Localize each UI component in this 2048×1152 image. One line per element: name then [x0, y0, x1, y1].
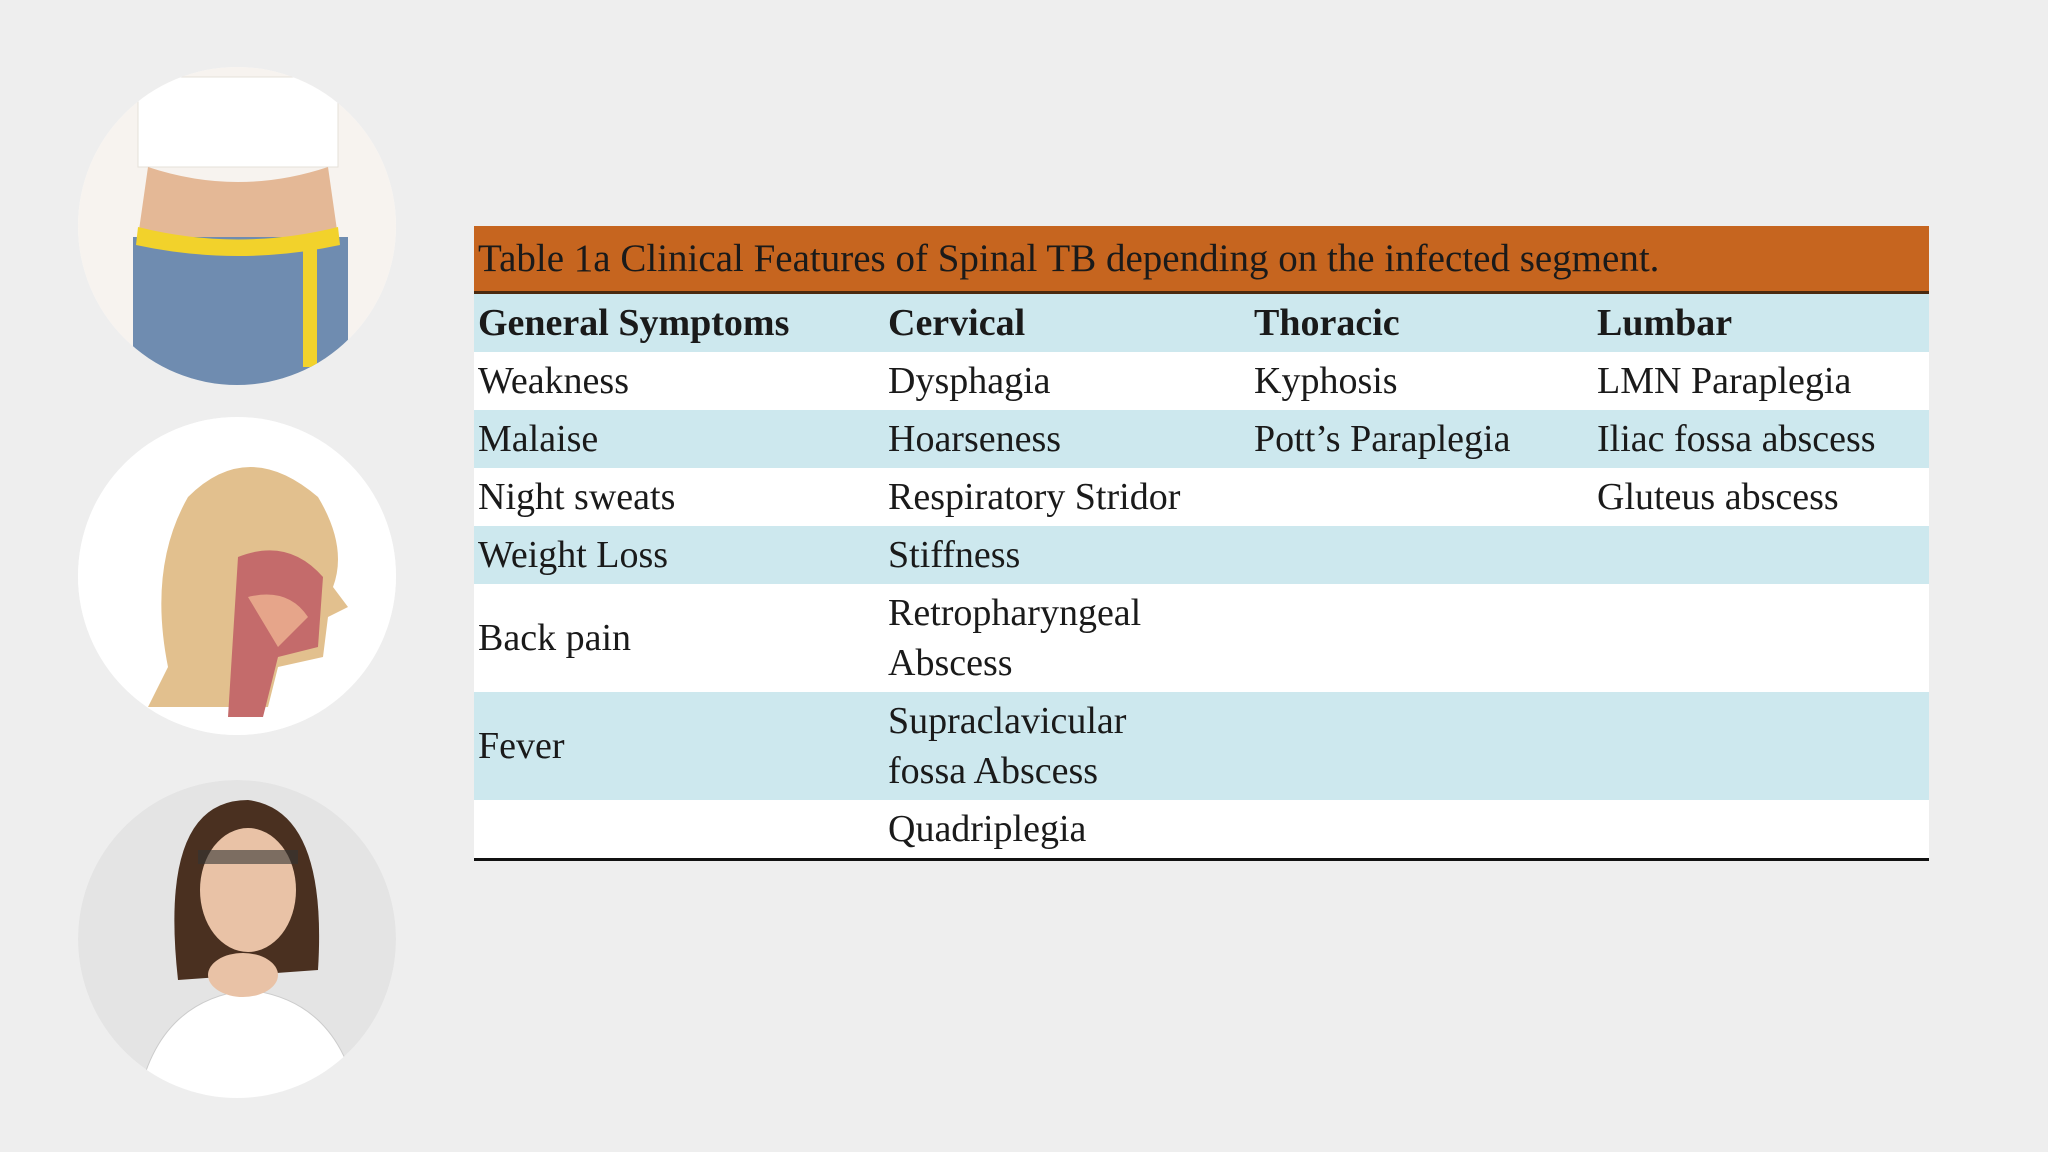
table-cell [1593, 800, 1929, 861]
table-cell: Dysphagia [888, 360, 1051, 402]
column-header: Thoracic [1254, 302, 1400, 344]
table-cell [1593, 526, 1929, 584]
table-cell: Kyphosis [1254, 360, 1398, 402]
table-title: Table 1a Clinical Features of Spinal TB … [474, 226, 1929, 294]
cell-line: Supraclavicular [888, 700, 1127, 742]
table-cell [1593, 692, 1929, 800]
table-row: Fever Supraclavicular fossa Abscess [474, 692, 1929, 800]
table-cell: Retropharyngeal Abscess [884, 584, 1250, 692]
cell-line: Abscess [888, 642, 1013, 684]
waist-illustration [78, 67, 396, 385]
table-cell: Fever [478, 725, 565, 767]
table-cell: LMN Paraplegia [1597, 360, 1852, 402]
throat-diagram [78, 417, 396, 735]
table-cell [1250, 692, 1593, 800]
table-cell: Respiratory Stridor [888, 476, 1181, 518]
table-row: Malaise Hoarseness Pott’s Paraplegia Iliac … [474, 410, 1929, 468]
table-cell: Weakness [478, 360, 629, 402]
table-cell: Pott’s Paraplegia [1254, 418, 1511, 460]
table-cell: Hoarseness [888, 418, 1062, 460]
cell-line: fossa Abscess [888, 750, 1099, 792]
waist-photo [78, 67, 396, 385]
table-row: Back pain Retropharyngeal Abscess [474, 584, 1929, 692]
table-cell: Quadriplegia [884, 800, 1250, 861]
table-row: Weight Loss Stiffness [474, 526, 1929, 584]
table-row: Quadriplegia [474, 800, 1929, 861]
table-cell: Malaise [478, 418, 599, 460]
table-row: Weakness Dysphagia Kyphosis LMN Paraplegia [474, 352, 1929, 410]
column-header: General Symptoms [478, 302, 790, 344]
features-table: Table 1a Clinical Features of Spinal TB … [474, 226, 1929, 861]
table-cell: Weight Loss [478, 534, 669, 576]
table-cell: Night sweats [478, 476, 676, 518]
woman-illustration [78, 780, 396, 1098]
table-cell [1250, 468, 1593, 526]
column-header: Lumbar [1597, 302, 1733, 344]
head-illustration [78, 417, 396, 735]
column-header: Cervical [888, 302, 1026, 344]
table-cell: Supraclavicular fossa Abscess [884, 692, 1250, 800]
table-cell [1593, 584, 1929, 692]
table-cell [1250, 800, 1593, 861]
table-cell [474, 800, 884, 861]
table-cell: Back pain [478, 617, 632, 659]
table-cell: Iliac fossa abscess [1597, 418, 1876, 460]
table-cell [1250, 584, 1593, 692]
table-row: Night sweats Respiratory Stridor Gluteus a… [474, 468, 1929, 526]
table-cell: Gluteus abscess [1597, 476, 1839, 518]
cell-line: Retropharyngeal [888, 592, 1142, 634]
table-cell [1250, 526, 1593, 584]
woman-photo [78, 780, 396, 1098]
header-row: General Symptoms Cervical Thoracic Lumbar [474, 294, 1929, 352]
table-cell: Stiffness [888, 534, 1021, 576]
